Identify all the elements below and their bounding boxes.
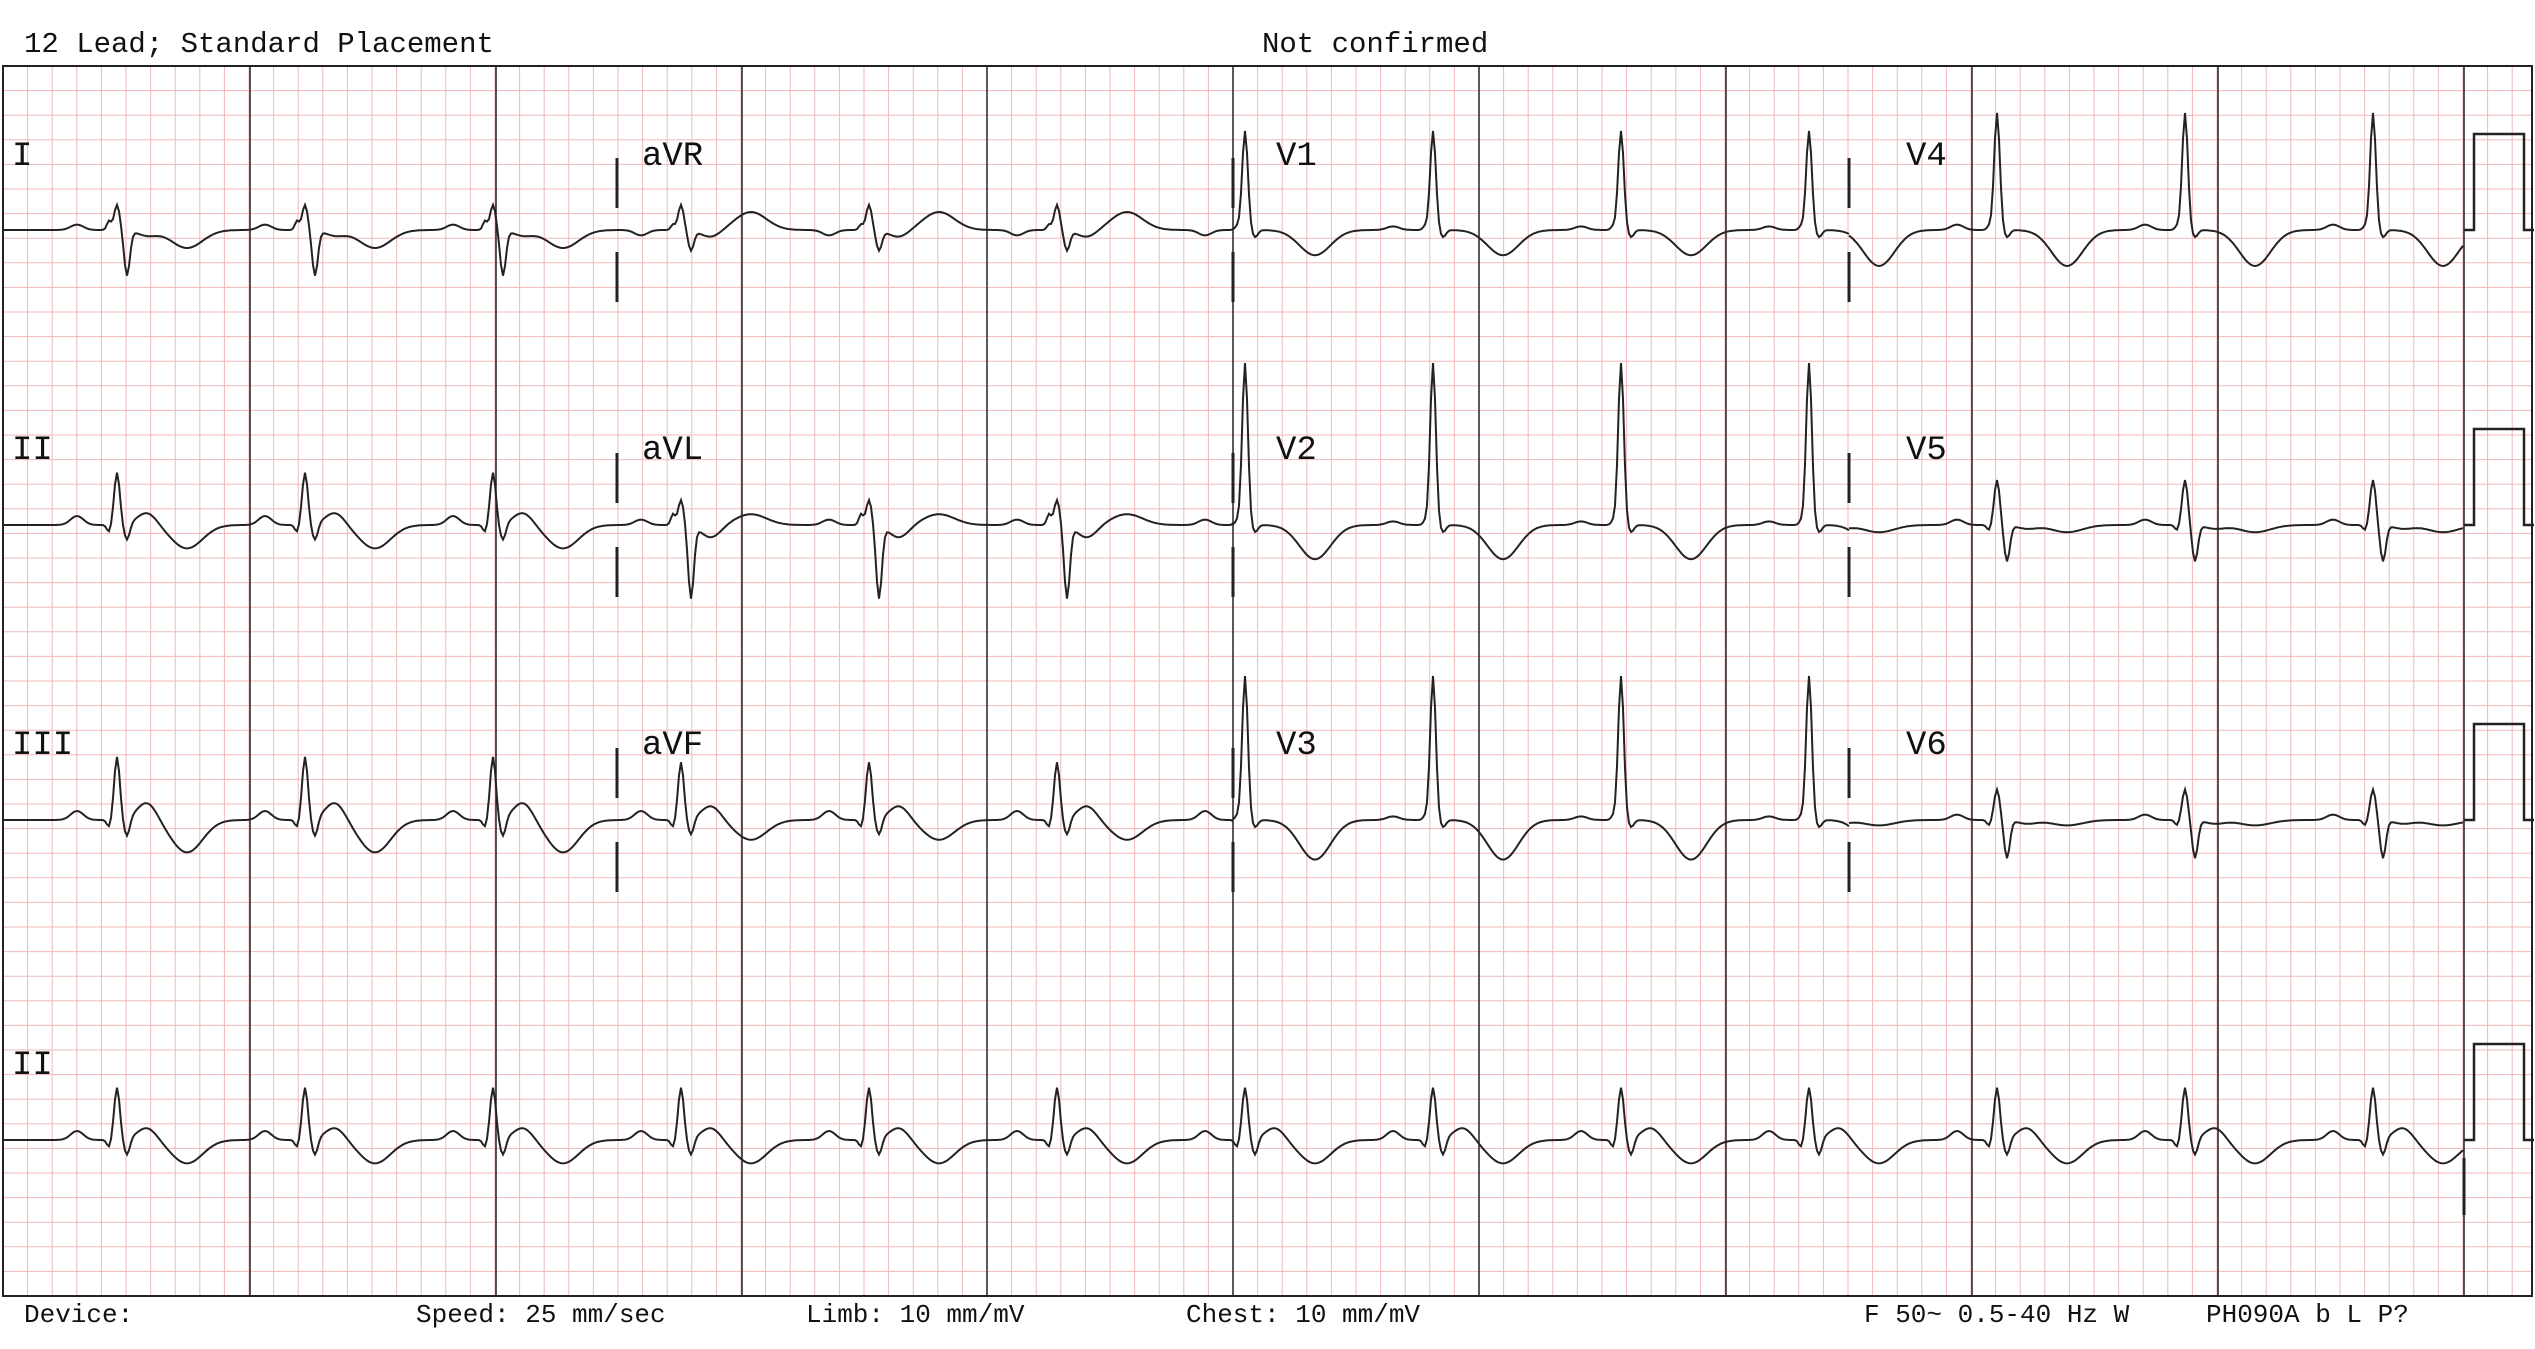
filter-settings: F 50~ 0.5-40 Hz W (1864, 1300, 2130, 1330)
lead-separators (615, 158, 2466, 1215)
calibration-pulse-4 (2464, 1042, 2534, 1142)
chest-gain: Chest: 10 mm/mV (1186, 1300, 1421, 1330)
lead-label-ii: II (12, 432, 53, 470)
trace-avl (617, 496, 1234, 599)
lead-label-v5: V5 (1906, 432, 1947, 470)
lead-label-iii: III (12, 727, 74, 765)
trace-v6 (1848, 785, 2464, 859)
paper-speed: Speed: 25 mm/sec (416, 1300, 666, 1330)
trace-v2 (1232, 362, 1850, 561)
trace-avr (617, 201, 1234, 254)
confirmation-status: Not confirmed (1262, 28, 1489, 61)
report-title: 12 Lead; Standard Placement (24, 28, 494, 61)
device-code: PH090A b L P? (2206, 1300, 2409, 1330)
trace-v1 (1232, 130, 1850, 257)
lead-label-avf: aVF (642, 727, 704, 765)
trace-iii (3, 756, 617, 854)
calibration-pulses (2464, 132, 2534, 1142)
ecg-traces (3, 112, 2464, 1165)
lead-label-v1: V1 (1276, 138, 1317, 176)
trace-i (3, 201, 618, 276)
lead-label-avl: aVL (642, 432, 704, 470)
grid-lines (3, 66, 2532, 1297)
trace-v5 (1848, 479, 2464, 562)
ecg-frame (2, 65, 2533, 1297)
calibration-pulse-2 (2464, 427, 2534, 527)
lead-label-rhythm-ii: II (12, 1047, 53, 1085)
trace-avf (617, 762, 1234, 841)
calibration-pulse-1 (2464, 132, 2534, 232)
trace-v3 (1232, 675, 1850, 861)
lead-label-i: I (12, 138, 33, 176)
trace-v4 (1848, 112, 2464, 268)
calibration-pulse-3 (2464, 722, 2534, 822)
lead-label-v3: V3 (1276, 727, 1317, 765)
lead-label-v4: V4 (1906, 138, 1947, 176)
trace-ii (3, 472, 618, 550)
ecg-grid (3, 66, 2532, 1297)
lead-label-avr: aVR (642, 138, 704, 176)
lead-label-v2: V2 (1276, 432, 1317, 470)
lead-label-v6: V6 (1906, 727, 1947, 765)
limb-gain: Limb: 10 mm/mV (806, 1300, 1025, 1330)
trace-rhythm-ii (3, 1087, 2464, 1165)
device-label: Device: (24, 1300, 134, 1330)
